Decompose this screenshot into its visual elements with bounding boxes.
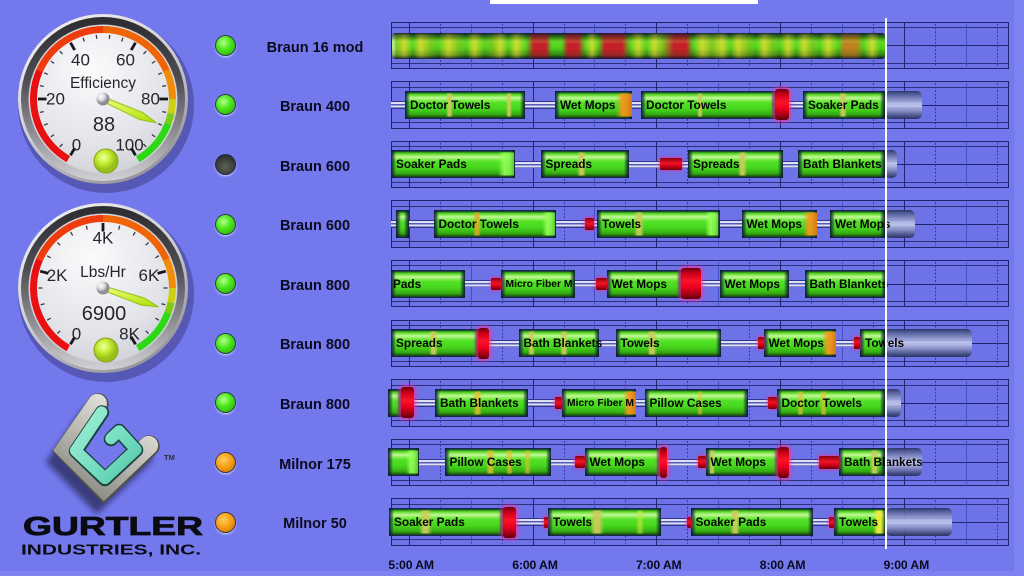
svg-text:6K: 6K (139, 266, 160, 285)
svg-text:6900: 6900 (82, 303, 127, 325)
svg-text:20: 20 (46, 90, 65, 109)
svg-text:INDUSTRIES, INC.: INDUSTRIES, INC. (21, 543, 201, 559)
svg-text:0: 0 (72, 324, 81, 343)
svg-text:4K: 4K (93, 229, 114, 248)
svg-text:Lbs/Hr: Lbs/Hr (80, 264, 126, 281)
svg-text:Efficiency: Efficiency (70, 75, 136, 92)
svg-text:0: 0 (72, 135, 81, 154)
svg-text:GURTLER: GURTLER (23, 511, 203, 541)
svg-text:100: 100 (115, 135, 143, 154)
svg-text:2K: 2K (47, 266, 68, 285)
svg-text:88: 88 (93, 114, 115, 136)
svg-text:40: 40 (71, 51, 90, 70)
svg-text:60: 60 (116, 51, 135, 70)
svg-text:80: 80 (141, 90, 160, 109)
svg-text:8K: 8K (119, 324, 140, 343)
svg-text:TM: TM (164, 453, 175, 462)
